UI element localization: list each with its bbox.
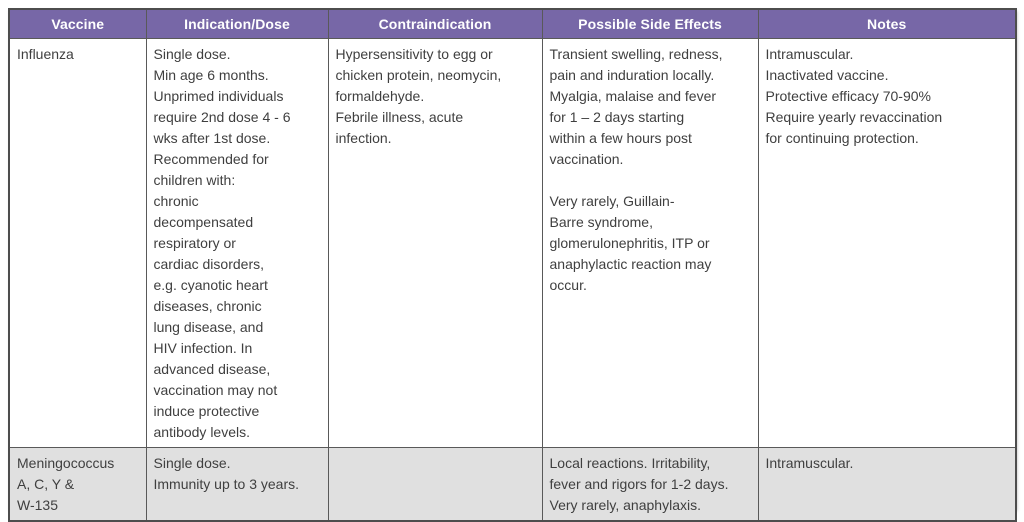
column-header-indication-dose: Indication/Dose — [145, 8, 329, 39]
table-row-meningococcus: Meningococcus A, C, Y & W-135 Single dos… — [8, 446, 1017, 521]
column-header-possible-side-effects: Possible Side Effects — [541, 8, 759, 39]
cell-meningococcus-side-effects: Local reactions. Irritability, fever and… — [541, 446, 759, 521]
column-header-contraindication: Contraindication — [327, 8, 543, 39]
cell-meningococcus-notes: Intramuscular. — [757, 446, 1017, 521]
cell-influenza-indication-dose: Single dose. Min age 6 months. Unprimed … — [145, 37, 329, 448]
vaccine-table: Vaccine Indication/Dose Contraindication… — [8, 8, 1017, 522]
cell-meningococcus-vaccine: Meningococcus A, C, Y & W-135 — [8, 446, 147, 521]
column-header-vaccine: Vaccine — [8, 8, 147, 39]
table-header-row: Vaccine Indication/Dose Contraindication… — [8, 8, 1017, 39]
cell-meningococcus-indication-dose: Single dose. Immunity up to 3 years. — [145, 446, 329, 521]
vaccine-table-container: Vaccine Indication/Dose Contraindication… — [8, 8, 1017, 522]
cell-influenza-notes: Intramuscular. Inactivated vaccine. Prot… — [757, 37, 1017, 448]
cell-influenza-vaccine: Influenza — [8, 37, 147, 448]
cell-influenza-side-effects: Transient swelling, redness, pain and in… — [541, 37, 759, 448]
column-header-notes: Notes — [757, 8, 1017, 39]
table-row-influenza: Influenza Single dose. Min age 6 months.… — [8, 37, 1017, 448]
cell-meningococcus-contraindication — [327, 446, 543, 521]
cell-influenza-contraindication: Hypersensitivity to egg or chicken prote… — [327, 37, 543, 448]
